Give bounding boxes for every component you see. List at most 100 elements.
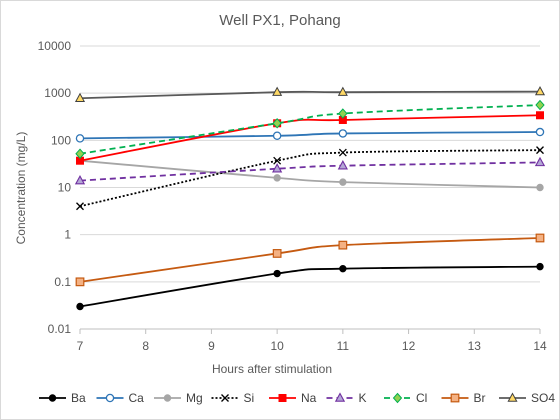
data-point-so4 bbox=[534, 86, 546, 96]
data-point-ba bbox=[339, 264, 347, 273]
series-ba bbox=[76, 262, 544, 311]
legend-item-mg: Mg bbox=[154, 391, 203, 405]
data-point-mg bbox=[536, 183, 544, 192]
series-line-cl bbox=[79, 104, 541, 155]
data-point-si bbox=[536, 146, 544, 155]
data-point-br bbox=[338, 240, 348, 250]
legend-marker-so4 bbox=[507, 392, 518, 402]
series-si bbox=[76, 146, 544, 211]
y-tick-label: 10000 bbox=[38, 39, 72, 53]
y-tick-label: 100 bbox=[51, 133, 71, 147]
legend: Ba Ca Mg Si Na K Cl Br SO4 bbox=[39, 391, 555, 405]
series-line-k bbox=[79, 161, 541, 182]
legend-marker-na bbox=[278, 394, 287, 402]
y-tick-label: 1000 bbox=[44, 86, 71, 100]
legend-label: Mg bbox=[186, 391, 203, 405]
series-so4 bbox=[74, 86, 546, 102]
x-tick-label: 13 bbox=[468, 339, 482, 353]
series-layer bbox=[74, 86, 546, 311]
series-line-ca bbox=[79, 131, 541, 140]
data-point-cl bbox=[338, 108, 348, 119]
data-point-cl bbox=[535, 99, 545, 111]
data-point-mg bbox=[273, 174, 281, 182]
data-point-so4 bbox=[74, 92, 86, 102]
legend-item-so4: SO4 bbox=[499, 391, 555, 405]
legend-label: Na bbox=[301, 391, 317, 405]
x-tick-label: 11 bbox=[337, 339, 350, 353]
legend-label: Ca bbox=[129, 391, 145, 405]
data-point-k bbox=[74, 174, 86, 185]
y-tick-label: 1 bbox=[64, 228, 71, 242]
data-point-so4 bbox=[272, 86, 283, 96]
series-line-so4 bbox=[79, 90, 541, 100]
data-point-br bbox=[535, 233, 545, 243]
data-point-ba bbox=[536, 262, 544, 271]
x-tick-label: 8 bbox=[142, 339, 149, 353]
y-axis-label: Concentration (mg/L) bbox=[14, 132, 28, 245]
data-point-so4 bbox=[337, 86, 348, 96]
legend-item-na: Na bbox=[269, 391, 317, 405]
legend-label: Si bbox=[244, 391, 255, 405]
data-point-br bbox=[75, 277, 85, 287]
series-line-na bbox=[79, 114, 541, 162]
series-line-br bbox=[79, 237, 541, 283]
data-point-si bbox=[338, 148, 347, 157]
legend-marker-ba bbox=[48, 394, 57, 402]
axes: 0.01 0.1 1 10 100 1000 10000 7 8 9 10 11 12 13 14 bbox=[38, 39, 547, 353]
legend-item-br: Br bbox=[441, 391, 486, 405]
legend-marker-br bbox=[450, 393, 460, 403]
legend-marker-ca bbox=[105, 393, 115, 403]
legend-label: Cl bbox=[416, 391, 427, 405]
data-point-br bbox=[272, 249, 282, 258]
y-tick-label: 10 bbox=[58, 181, 72, 195]
series-line-ba bbox=[79, 265, 541, 308]
data-point-cl bbox=[272, 118, 282, 129]
data-point-ca bbox=[338, 129, 348, 138]
series-k bbox=[74, 156, 546, 185]
legend-marker-k bbox=[334, 392, 346, 402]
series-line-mg bbox=[79, 159, 541, 189]
legend-item-k: K bbox=[326, 391, 367, 405]
legend-label: Br bbox=[474, 391, 486, 405]
x-tick-label: 9 bbox=[208, 339, 215, 353]
legend-item-cl: Cl bbox=[384, 391, 427, 405]
data-point-ba bbox=[273, 269, 281, 278]
data-point-k bbox=[272, 163, 283, 173]
legend-item-ca: Ca bbox=[96, 391, 145, 405]
data-point-cl bbox=[75, 148, 85, 159]
y-tick-label: 0.1 bbox=[54, 275, 71, 289]
legend-item-si: Si bbox=[211, 391, 255, 405]
x-tick-label: 14 bbox=[533, 339, 547, 353]
grid bbox=[80, 45, 540, 283]
series-br bbox=[75, 233, 545, 287]
data-point-si bbox=[76, 202, 84, 211]
legend-marker-si bbox=[221, 394, 229, 402]
x-tick-label: 12 bbox=[402, 339, 416, 353]
y-tick-label: 0.01 bbox=[48, 322, 72, 336]
legend-label: Ba bbox=[71, 391, 86, 405]
data-point-ca bbox=[535, 127, 545, 137]
legend-marker-mg bbox=[163, 394, 172, 402]
legend-marker-cl bbox=[392, 392, 403, 404]
data-point-ba bbox=[76, 302, 84, 311]
chart-title: Well PX1, Pohang bbox=[219, 12, 340, 29]
data-point-ca bbox=[75, 134, 85, 143]
series-cl bbox=[75, 99, 545, 159]
x-axis-label: Hours after stimulation bbox=[212, 362, 332, 376]
series-mg bbox=[76, 156, 544, 192]
data-point-si bbox=[273, 156, 282, 165]
x-tick-label: 7 bbox=[77, 339, 84, 353]
x-tick-label: 10 bbox=[270, 339, 284, 353]
legend-item-ba: Ba bbox=[39, 391, 86, 405]
data-point-k bbox=[337, 160, 348, 170]
series-ca bbox=[75, 127, 545, 143]
legend-label: K bbox=[359, 391, 367, 405]
legend-label: SO4 bbox=[531, 391, 555, 405]
data-point-mg bbox=[339, 178, 347, 186]
data-point-na bbox=[536, 111, 544, 120]
series-line-si bbox=[79, 149, 541, 208]
data-point-k bbox=[534, 156, 546, 167]
data-point-ca bbox=[272, 131, 282, 141]
